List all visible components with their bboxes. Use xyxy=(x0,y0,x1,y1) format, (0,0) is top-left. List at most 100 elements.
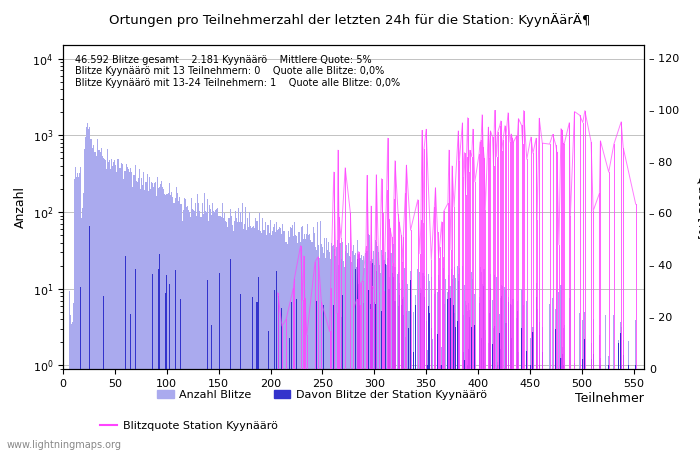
Bar xyxy=(103,158,104,450)
Bar xyxy=(591,343,592,450)
Bar xyxy=(381,250,382,450)
Bar xyxy=(134,175,135,450)
Bar xyxy=(279,227,281,450)
Bar xyxy=(464,285,465,450)
Bar xyxy=(113,162,114,450)
Bar xyxy=(413,312,414,450)
Bar xyxy=(256,302,258,450)
Bar xyxy=(569,298,570,450)
Bar xyxy=(330,259,331,450)
Bar xyxy=(85,137,86,450)
Bar xyxy=(135,269,136,450)
Bar xyxy=(314,247,316,450)
Bar xyxy=(185,199,186,450)
Bar xyxy=(132,187,133,450)
Bar xyxy=(178,197,180,450)
Bar xyxy=(593,354,594,450)
Bar xyxy=(303,239,304,450)
Bar xyxy=(410,271,411,450)
Legend: Blitzquote Station Kyynäärö: Blitzquote Station Kyynäärö xyxy=(96,417,282,436)
Bar xyxy=(492,344,493,450)
Bar xyxy=(241,222,242,450)
Bar xyxy=(200,217,202,450)
Bar xyxy=(320,221,321,450)
Bar xyxy=(355,253,356,450)
Bar xyxy=(240,212,241,450)
Bar xyxy=(563,328,564,450)
Bar xyxy=(466,306,467,450)
Bar xyxy=(202,214,204,450)
Bar xyxy=(508,302,509,450)
Bar xyxy=(270,220,271,450)
Bar xyxy=(500,298,501,450)
Bar xyxy=(351,262,352,450)
Bar xyxy=(156,196,157,450)
Bar xyxy=(146,174,148,450)
Bar xyxy=(271,235,272,450)
Bar xyxy=(125,171,126,450)
Bar xyxy=(360,258,361,450)
Bar xyxy=(438,275,439,450)
Bar xyxy=(361,255,363,450)
Bar xyxy=(387,258,388,450)
Bar xyxy=(430,328,432,450)
Bar xyxy=(172,198,174,450)
Bar xyxy=(249,212,251,450)
Bar xyxy=(563,365,564,450)
Bar xyxy=(293,236,294,450)
Bar xyxy=(497,365,498,450)
Bar xyxy=(442,290,443,450)
Bar xyxy=(133,175,134,450)
Bar xyxy=(400,305,402,450)
Bar xyxy=(384,260,385,450)
Bar xyxy=(193,210,194,450)
Bar xyxy=(471,272,472,450)
Bar xyxy=(623,355,624,450)
Bar xyxy=(75,167,76,450)
Bar xyxy=(232,231,234,450)
Bar xyxy=(211,215,212,450)
Bar xyxy=(522,289,523,450)
Bar xyxy=(397,274,398,450)
Bar xyxy=(130,168,131,450)
Bar xyxy=(492,300,493,450)
Bar xyxy=(274,290,275,450)
Bar xyxy=(501,296,503,450)
Bar xyxy=(449,298,451,450)
Bar xyxy=(82,207,83,450)
Bar xyxy=(542,327,543,450)
Bar xyxy=(419,272,421,450)
Bar xyxy=(160,184,161,450)
Legend: Anzahl Blitze, Davon Blitze der Station Kyynäärö: Anzahl Blitze, Davon Blitze der Station … xyxy=(153,385,491,404)
Bar xyxy=(404,268,405,450)
Bar xyxy=(198,202,200,450)
Bar xyxy=(357,259,358,450)
Bar xyxy=(370,251,372,450)
Bar xyxy=(484,330,486,450)
Bar xyxy=(111,159,112,450)
Bar xyxy=(352,252,353,450)
Bar xyxy=(428,313,430,450)
Bar xyxy=(468,349,469,450)
Bar xyxy=(440,365,441,450)
Bar xyxy=(499,333,500,450)
Bar xyxy=(130,314,131,450)
Bar xyxy=(463,352,464,450)
Bar xyxy=(262,230,264,450)
Bar xyxy=(86,127,88,450)
Bar xyxy=(511,338,512,450)
Bar xyxy=(318,258,320,450)
Bar xyxy=(579,314,580,450)
Bar xyxy=(337,240,339,450)
Text: 46.592 Blitze gesamt    2.181 Kyynäärö    Mittlere Quote: 5%
Blitze Kyynäärö mit: 46.592 Blitze gesamt 2.181 Kyynäärö Mitt… xyxy=(75,55,400,88)
Bar xyxy=(180,299,181,450)
Bar xyxy=(195,203,196,450)
Bar xyxy=(297,243,298,450)
Bar xyxy=(490,288,491,450)
Bar xyxy=(304,234,305,450)
Bar xyxy=(186,207,187,450)
Bar xyxy=(332,246,333,450)
Bar xyxy=(157,176,158,450)
Bar xyxy=(276,222,277,450)
Bar xyxy=(131,171,132,450)
